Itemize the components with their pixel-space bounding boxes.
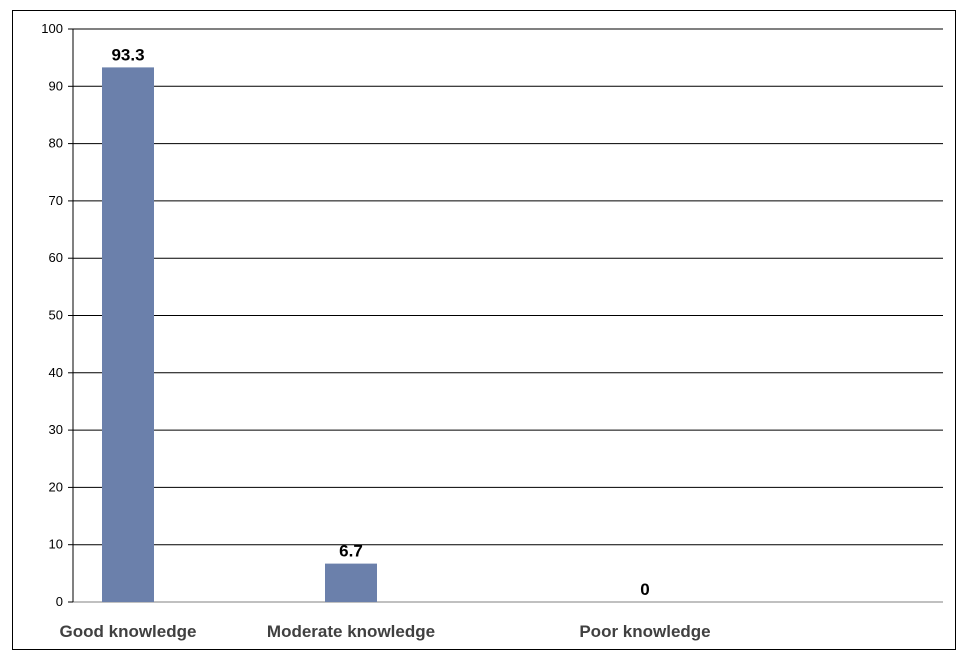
data-label-good-knowledge: 93.3	[111, 45, 144, 64]
data-label-poor-knowledge: 0	[640, 580, 649, 599]
y-tick-label-80: 80	[49, 136, 63, 151]
x-category-label-moderate-knowledge: Moderate knowledge	[267, 622, 435, 641]
data-labels: 93.3 6.7 0	[111, 45, 649, 599]
y-tick-label-40: 40	[49, 365, 63, 380]
y-tick-label-20: 20	[49, 479, 63, 494]
x-category-label-good-knowledge: Good knowledge	[60, 622, 197, 641]
y-tick-label-30: 30	[49, 422, 63, 437]
y-tick-label-10: 10	[49, 537, 63, 552]
x-category-label-poor-knowledge: Poor knowledge	[579, 622, 710, 641]
bar-good-knowledge	[102, 67, 154, 603]
y-tick-label-50: 50	[49, 308, 63, 323]
gridlines	[68, 28, 943, 603]
y-tick-label-60: 60	[49, 250, 63, 265]
y-tick-label-70: 70	[49, 193, 63, 208]
bar-moderate-knowledge	[325, 563, 377, 602]
bars	[102, 67, 377, 603]
y-axis-tick-labels: 0 10 20 30 40 50 60 70 80 90 100	[41, 21, 63, 609]
x-axis-category-labels: Good knowledge Moderate knowledge Poor kno…	[60, 622, 711, 641]
y-tick-label-0: 0	[56, 594, 63, 609]
y-tick-label-100: 100	[41, 21, 63, 36]
chart-frame	[12, 10, 956, 650]
data-label-moderate-knowledge: 6.7	[339, 542, 363, 561]
y-tick-label-90: 90	[49, 78, 63, 93]
